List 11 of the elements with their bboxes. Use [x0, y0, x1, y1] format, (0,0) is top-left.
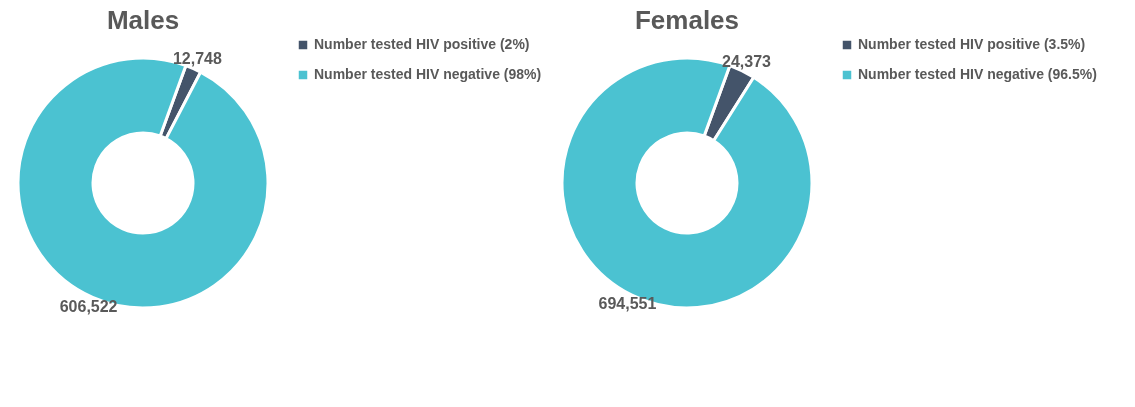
data-label: 606,522 [59, 297, 118, 315]
legend-label: Number tested HIV negative (98%) [314, 66, 542, 82]
chart-title: Males [106, 5, 180, 35]
donut-slice [560, 56, 814, 310]
data-label: 12,748 [172, 50, 222, 68]
legend-label: Number tested HIV negative (96.5%) [858, 66, 1097, 82]
legend-label: Number tested HIV positive (2%) [314, 36, 530, 52]
legend-label: Number tested HIV positive (3.5%) [858, 36, 1086, 52]
chart-title: Females [634, 5, 740, 35]
data-label: 694,551 [598, 295, 657, 313]
data-label: 24,373 [722, 52, 772, 70]
